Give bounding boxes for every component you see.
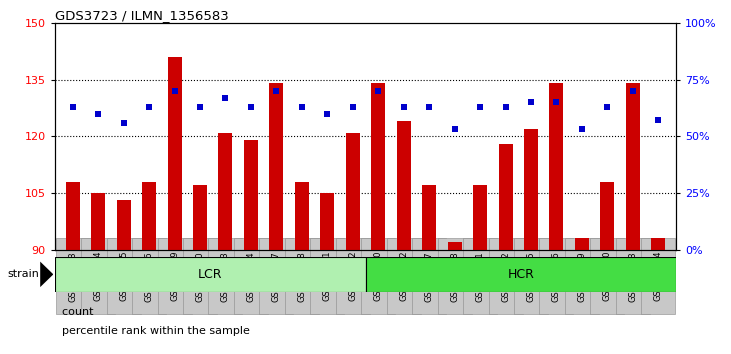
Bar xyxy=(371,84,385,250)
Point xyxy=(169,88,181,94)
Point xyxy=(118,120,129,126)
Text: HCR: HCR xyxy=(507,268,534,281)
Bar xyxy=(499,144,512,250)
Text: count: count xyxy=(55,307,94,316)
Bar xyxy=(346,132,360,250)
Bar xyxy=(66,182,80,250)
Bar xyxy=(626,84,640,250)
Bar xyxy=(473,185,487,250)
Point xyxy=(550,99,562,105)
Point xyxy=(576,127,588,132)
Point xyxy=(143,104,155,110)
Bar xyxy=(193,185,207,250)
Point xyxy=(602,104,613,110)
Point xyxy=(525,99,537,105)
Point xyxy=(296,104,308,110)
Bar xyxy=(397,121,411,250)
Bar xyxy=(167,57,181,250)
Text: strain: strain xyxy=(7,269,39,279)
Point xyxy=(449,127,461,132)
Bar xyxy=(651,238,665,250)
Text: GDS3723 / ILMN_1356583: GDS3723 / ILMN_1356583 xyxy=(55,9,229,22)
Point xyxy=(347,104,359,110)
Point xyxy=(245,104,257,110)
Point xyxy=(322,111,333,116)
Bar xyxy=(423,185,436,250)
Bar xyxy=(269,84,284,250)
Point xyxy=(653,118,664,123)
Bar xyxy=(575,238,589,250)
Bar xyxy=(244,140,258,250)
Point xyxy=(627,88,639,94)
Bar xyxy=(55,257,366,292)
Bar xyxy=(219,132,232,250)
Point xyxy=(270,88,282,94)
Point xyxy=(372,88,384,94)
Point xyxy=(474,104,486,110)
Bar xyxy=(91,193,105,250)
Bar xyxy=(116,200,131,250)
Point xyxy=(219,95,231,101)
Bar xyxy=(524,129,538,250)
Point xyxy=(92,111,104,116)
Polygon shape xyxy=(40,262,53,287)
Point xyxy=(194,104,206,110)
Text: percentile rank within the sample: percentile rank within the sample xyxy=(55,326,250,336)
Bar xyxy=(550,84,564,250)
Bar xyxy=(366,257,676,292)
Bar xyxy=(320,193,334,250)
Point xyxy=(423,104,435,110)
Bar xyxy=(142,182,156,250)
Point xyxy=(67,104,78,110)
Point xyxy=(398,104,409,110)
Point xyxy=(500,104,512,110)
Bar xyxy=(447,242,462,250)
Bar xyxy=(600,182,615,250)
Bar xyxy=(295,182,308,250)
Text: LCR: LCR xyxy=(198,268,222,281)
